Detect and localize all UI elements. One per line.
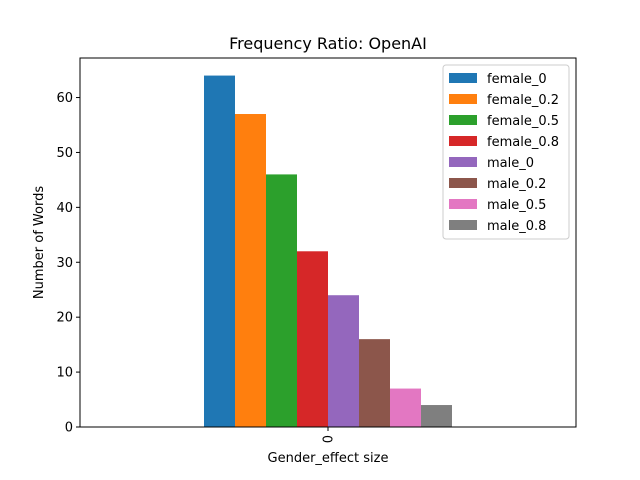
x-axis-label: Gender_effect size — [268, 451, 389, 466]
bar-female-0 — [204, 75, 235, 428]
bar-male-0-8 — [421, 405, 452, 427]
legend-label: female_0.5 — [487, 114, 559, 129]
x-axis: 0 — [322, 427, 337, 443]
legend-label: male_0.8 — [487, 219, 546, 234]
legend-swatch — [449, 220, 477, 230]
legend-swatch — [449, 157, 477, 167]
y-tick-label: 20 — [56, 311, 73, 326]
y-tick-label: 60 — [56, 91, 73, 106]
bar-male-0-2 — [359, 339, 390, 427]
y-axis: 0 10 20 30 40 50 60 — [56, 91, 80, 436]
bar-female-0-2 — [235, 114, 266, 428]
y-tick-label: 40 — [56, 201, 73, 216]
y-tick-label: 30 — [56, 256, 73, 271]
y-axis-label: Number of Words — [32, 186, 47, 299]
bars-group — [204, 75, 452, 428]
legend-label: male_0.5 — [487, 198, 546, 213]
y-tick-label: 10 — [56, 366, 73, 381]
y-tick-label: 0 — [65, 421, 73, 436]
legend: female_0 female_0.2 female_0.5 female_0.8ma… — [442, 64, 570, 240]
chart-title: Frequency Ratio: OpenAI — [229, 34, 427, 53]
legend-swatch — [449, 199, 477, 209]
legend-label: female_0 — [487, 72, 547, 87]
legend-swatch — [449, 73, 477, 83]
legend-swatch — [449, 136, 477, 146]
legend-label: female_0.8 — [487, 135, 559, 150]
y-tick-label: 50 — [56, 146, 73, 161]
legend-swatch — [449, 94, 477, 104]
legend-label: male_0 — [487, 156, 534, 171]
bar-female-0-8 — [297, 251, 328, 427]
plot-frame — [79, 57, 577, 428]
legend-swatch — [449, 178, 477, 188]
bar-female-0-5 — [266, 174, 297, 427]
legend-frame — [442, 64, 570, 240]
bar-male-0-5 — [390, 388, 421, 427]
legend-label: female_0.2 — [487, 93, 559, 108]
legend-label: male_0.2 — [487, 177, 546, 192]
x-tick-label: 0 — [322, 435, 337, 443]
legend-swatch — [449, 115, 477, 125]
bar-male-0 — [328, 295, 359, 427]
